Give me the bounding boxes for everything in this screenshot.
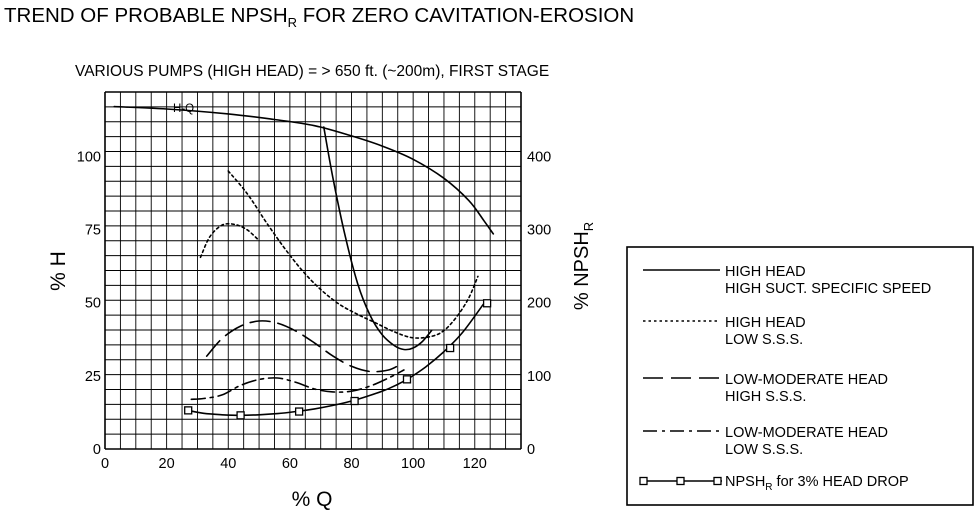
npshr-marker — [445, 343, 455, 353]
npshr-marker — [184, 406, 193, 415]
y-left-tick-label: 75 — [85, 223, 101, 239]
chart-title: TREND OF PROBABLE NPSHR FOR ZERO CAVITAT… — [4, 4, 634, 30]
npshr-marker — [294, 407, 304, 416]
y-left-tick-label: 50 — [85, 296, 101, 312]
npshr-marker — [402, 375, 412, 384]
x-axis-label: % Q — [292, 488, 333, 511]
legend-marker — [676, 476, 685, 486]
legend-label-low-moderate-low-sss: LOW-MODERATE HEAD LOW S.S.S. — [725, 425, 892, 458]
npshr-marker — [482, 299, 492, 308]
series-line-hq — [113, 105, 495, 235]
series-line-npshr — [187, 302, 485, 417]
y-left-axis-ticks: 0 25 50 75 100 — [77, 149, 101, 458]
x-tick-label: 20 — [159, 456, 175, 472]
series-line-s2b — [199, 222, 260, 259]
y-right-tick-label: 100 — [527, 369, 551, 385]
legend-label-high-head-high-sss: HIGH HEAD HIGH SUCT. SPECIFIC SPEED — [725, 264, 931, 297]
x-tick-label: 60 — [282, 456, 298, 472]
y-left-axis-label: % H — [47, 251, 70, 291]
x-tick-label: 40 — [220, 456, 236, 472]
chart-series — [113, 105, 495, 420]
y-left-tick-label: 0 — [93, 442, 101, 458]
legend-marker — [713, 476, 722, 486]
y-right-tick-label: 400 — [527, 149, 551, 165]
x-axis-ticks: 0 20 40 60 80 100 120 — [101, 456, 487, 472]
legend-marker — [639, 476, 648, 486]
x-tick-label: 100 — [401, 456, 425, 472]
y-right-tick-label: 300 — [527, 223, 551, 239]
x-tick-label: 0 — [101, 456, 109, 472]
series-line-s3 — [205, 320, 402, 373]
legend-label-high-head-low-sss: HIGH HEAD LOW S.S.S. — [725, 315, 810, 348]
hq-curve-label: H-Q — [173, 103, 194, 115]
series-line-s1 — [323, 126, 433, 351]
y-right-tick-label: 200 — [527, 296, 551, 312]
npshr-marker — [350, 396, 359, 406]
y-right-tick-label: 0 — [527, 442, 535, 458]
npshr-marker — [236, 411, 245, 420]
x-tick-label: 80 — [343, 456, 359, 472]
chart-subtitle: VARIOUS PUMPS (HIGH HEAD) = > 650 ft. (~… — [75, 63, 549, 80]
legend-box — [626, 246, 974, 506]
legend-label-npshr: NPSHR for 3% HEAD DROP — [725, 474, 909, 493]
y-right-axis-label: % NPSHR — [571, 222, 596, 310]
legend-label-low-moderate-high-sss: LOW-MODERATE HEAD HIGH S.S.S. — [725, 372, 892, 405]
y-left-tick-label: 100 — [77, 149, 101, 165]
x-tick-label: 120 — [463, 456, 487, 472]
y-right-axis-ticks: 0 100 200 300 400 — [527, 149, 551, 458]
series-line-s2 — [227, 170, 479, 339]
chart-legend: HIGH HEAD HIGH SUCT. SPECIFIC SPEED HIGH… — [626, 246, 974, 506]
y-left-tick-label: 25 — [85, 369, 101, 385]
chart-grid — [104, 91, 522, 450]
series-line-s4 — [190, 369, 405, 401]
